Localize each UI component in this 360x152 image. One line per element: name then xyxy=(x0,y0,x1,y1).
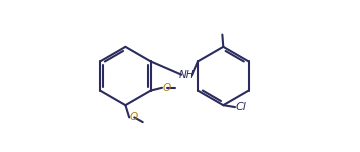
Text: O: O xyxy=(130,112,138,122)
Text: NH: NH xyxy=(179,70,194,80)
Text: O: O xyxy=(163,83,171,93)
Text: Cl: Cl xyxy=(236,102,247,112)
